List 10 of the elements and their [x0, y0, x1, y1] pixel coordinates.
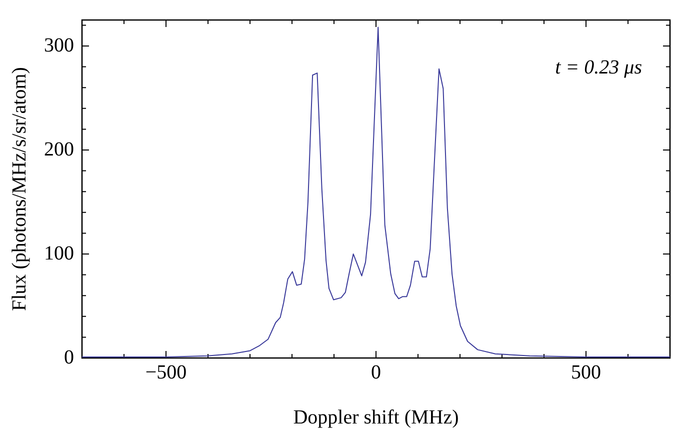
y-axis-title: Flux (photons/MHz/s/sr/atom) — [8, 67, 30, 311]
x-axis-title: Doppler shift (MHz) — [293, 406, 459, 428]
y-tick-label: 300 — [44, 34, 74, 56]
annotation: t = 0.23 μs — [555, 56, 642, 78]
x-tick-label: 500 — [571, 361, 601, 384]
x-tick-label: −500 — [145, 361, 187, 384]
y-tick-label: 200 — [44, 138, 74, 160]
y-tick-label: 100 — [44, 242, 74, 264]
x-tick-label: 0 — [371, 361, 381, 384]
y-tick-label: 0 — [64, 346, 74, 368]
